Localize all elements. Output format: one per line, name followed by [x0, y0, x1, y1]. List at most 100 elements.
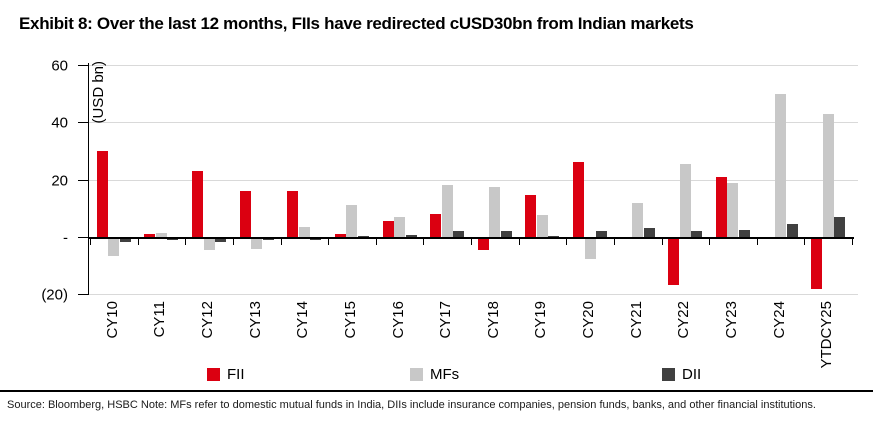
- bar-dii-ytdcy25: [834, 216, 846, 237]
- bar-mfs-cy17: [441, 185, 453, 237]
- x-label-cy22: CY22: [675, 301, 693, 339]
- y-tick-label: 60: [51, 57, 68, 75]
- bar-fii-ytdcy25: [811, 239, 823, 290]
- x-axis-tick: [423, 237, 425, 245]
- x-label-cy21: CY21: [627, 301, 645, 339]
- gridline-60: [88, 64, 858, 66]
- bar-mfs-cy15: [346, 205, 358, 237]
- bar-fii-cy12: [192, 171, 204, 237]
- bar-fii-cy15: [334, 234, 346, 237]
- gridline-40: [88, 122, 858, 124]
- bar-fii-cy16: [382, 221, 394, 237]
- source-note: Source: Bloomberg, HSBC Note: MFs refer …: [7, 399, 816, 411]
- bar-mfs-cy22: [679, 163, 691, 237]
- x-label-ytdcy25: YTDCY25: [818, 301, 836, 369]
- bar-dii-cy10: [119, 239, 131, 242]
- bar-dii-cy13: [262, 239, 274, 241]
- x-axis-tick: [518, 237, 520, 245]
- bar-fii-cy14: [287, 191, 299, 237]
- x-axis-tick: [709, 237, 711, 245]
- bar-dii-cy18: [500, 231, 512, 237]
- bar-dii-cy21: [643, 228, 655, 237]
- x-label-cy10: CY10: [103, 301, 121, 339]
- x-axis-tick: [328, 237, 330, 245]
- bar-mfs-cy11: [155, 232, 167, 237]
- bar-fii-cy13: [239, 191, 251, 237]
- bar-fii-cy19: [525, 195, 537, 237]
- legend-label-fii: FII: [227, 366, 245, 383]
- bar-mfs-ytdcy25: [822, 113, 834, 237]
- x-axis-tick: [90, 237, 91, 245]
- bar-dii-cy24: [786, 224, 798, 237]
- y-axis-line: [88, 62, 89, 296]
- x-axis-tick: [852, 237, 853, 245]
- y-axis-tick: [78, 237, 88, 238]
- x-axis-tick: [566, 237, 568, 245]
- x-axis-tick: [613, 237, 615, 245]
- bar-fii-cy17: [430, 214, 442, 237]
- bar-mfs-cy23: [727, 182, 739, 237]
- x-axis-tick: [185, 237, 187, 245]
- bar-dii-cy16: [405, 234, 417, 237]
- legend-swatch-fii: [207, 368, 220, 381]
- legend-item-fii: FII: [207, 367, 245, 382]
- y-tick-label: 40: [51, 114, 68, 132]
- x-axis-tick: [661, 237, 663, 245]
- gridline-(20): [88, 294, 858, 296]
- bar-fii-cy18: [477, 239, 489, 251]
- x-label-cy13: CY13: [246, 301, 264, 339]
- bar-mfs-cy10: [108, 239, 120, 257]
- bar-mfs-cy21: [632, 202, 644, 237]
- legend-label-mfs: MFs: [430, 366, 460, 383]
- bar-fii-cy11: [144, 234, 156, 237]
- legend-swatch-mfs: [410, 368, 423, 381]
- bar-dii-cy15: [357, 235, 369, 237]
- y-axis-title: (USD bn): [90, 61, 107, 124]
- y-axis-tick: [78, 64, 88, 66]
- x-axis-tick: [804, 237, 806, 245]
- bar-fii-cy10: [96, 150, 108, 237]
- x-label-cy23: CY23: [722, 301, 740, 339]
- x-axis-tick: [375, 237, 377, 245]
- bar-fii-cy23: [715, 176, 727, 237]
- bar-mfs-cy14: [298, 226, 310, 237]
- y-tick-label: (20): [41, 286, 68, 304]
- legend-label-dii: DII: [682, 366, 702, 383]
- bar-fii-cy22: [668, 239, 680, 285]
- x-axis-tick: [756, 237, 758, 245]
- bar-dii-cy23: [738, 229, 750, 237]
- legend-item-dii: DII: [662, 367, 701, 382]
- bar-fii-cy20: [573, 162, 585, 237]
- x-axis-tick: [137, 237, 139, 245]
- x-label-cy14: CY14: [294, 301, 312, 339]
- x-axis-tick: [471, 237, 472, 245]
- bar-mfs-cy24: [775, 93, 787, 237]
- bar-mfs-cy20: [584, 239, 596, 260]
- bar-dii-cy12: [215, 239, 227, 242]
- y-tick-label: -: [63, 229, 68, 247]
- x-label-cy18: CY18: [484, 301, 502, 339]
- bar-dii-cy22: [691, 231, 703, 237]
- x-axis-tick: [232, 237, 234, 245]
- bar-mfs-cy19: [536, 215, 548, 237]
- bar-mfs-cy13: [251, 239, 263, 250]
- legend-swatch-dii: [662, 368, 675, 381]
- legend-item-mfs: MFs: [410, 367, 459, 382]
- x-label-cy24: CY24: [770, 301, 788, 339]
- bar-dii-cy11: [167, 239, 179, 241]
- bar-mfs-cy16: [394, 216, 406, 237]
- x-label-cy17: CY17: [437, 301, 455, 339]
- x-label-cy11: CY11: [151, 301, 169, 338]
- bar-dii-cy20: [596, 231, 608, 237]
- bar-mfs-cy18: [489, 186, 501, 237]
- footer-divider: [0, 390, 873, 392]
- x-label-cy15: CY15: [341, 301, 359, 339]
- chart-title: Exhibit 8: Over the last 12 months, FIIs…: [19, 14, 694, 33]
- x-label-cy19: CY19: [532, 301, 550, 339]
- bar-mfs-cy12: [203, 239, 215, 251]
- x-label-cy16: CY16: [389, 301, 407, 339]
- x-label-cy12: CY12: [199, 301, 217, 339]
- y-axis-tick: [78, 294, 88, 296]
- bar-dii-cy19: [548, 235, 560, 237]
